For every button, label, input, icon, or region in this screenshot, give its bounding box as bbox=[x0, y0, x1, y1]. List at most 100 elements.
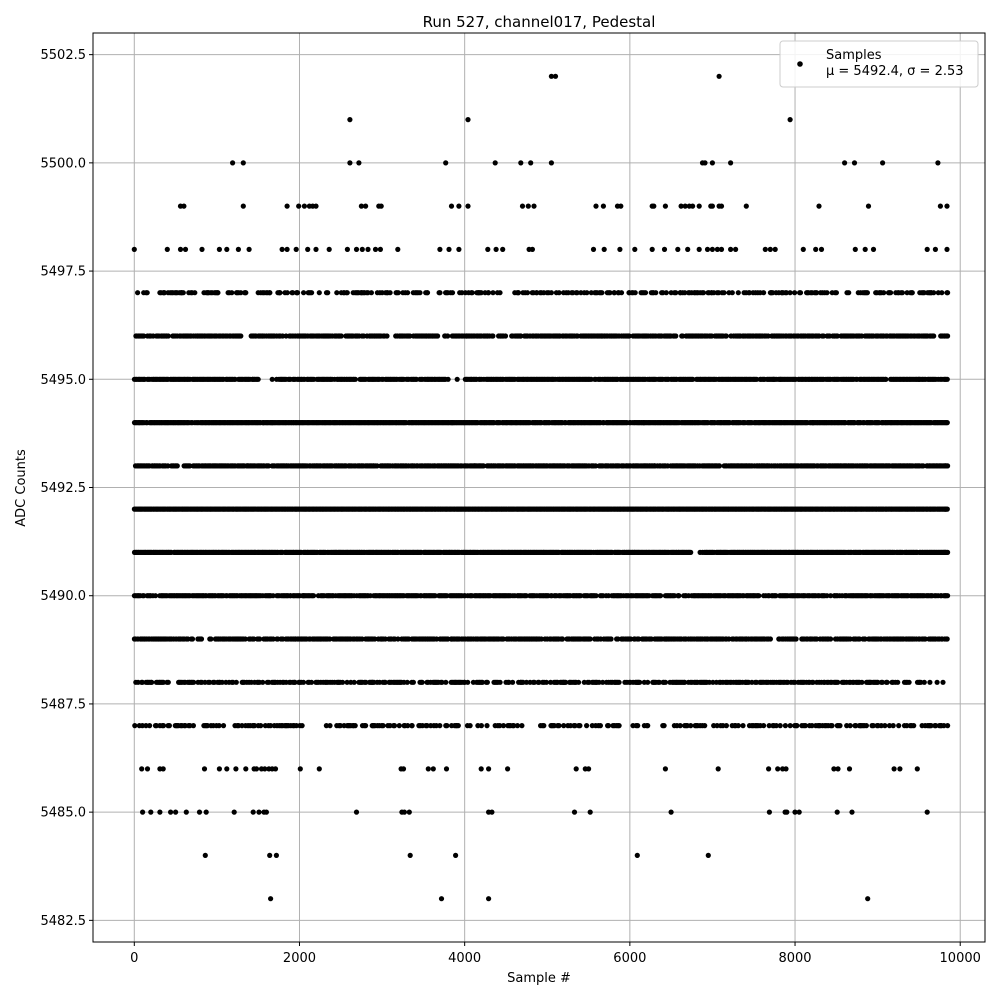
data-point bbox=[656, 679, 663, 685]
data-point bbox=[139, 679, 145, 685]
data-point bbox=[478, 723, 484, 729]
data-point bbox=[794, 723, 800, 729]
data-point bbox=[531, 679, 538, 685]
data-point bbox=[895, 679, 901, 685]
data-point bbox=[359, 636, 365, 642]
data-point bbox=[662, 679, 669, 685]
data-point bbox=[658, 593, 664, 599]
data-point bbox=[519, 723, 525, 729]
data-point bbox=[242, 636, 248, 642]
data-point bbox=[166, 723, 172, 729]
data-point bbox=[810, 679, 816, 685]
data-point bbox=[944, 376, 950, 382]
data-point bbox=[863, 723, 870, 729]
data-point bbox=[327, 723, 333, 729]
data-point bbox=[479, 679, 485, 685]
chart-title: Run 527, channel017, Pedestal bbox=[423, 13, 656, 31]
data-point bbox=[645, 679, 651, 685]
data-point bbox=[782, 723, 789, 729]
data-point bbox=[424, 723, 430, 729]
data-point bbox=[351, 679, 357, 685]
data-point bbox=[191, 679, 197, 685]
data-point bbox=[906, 679, 912, 685]
data-point bbox=[233, 679, 239, 685]
data-point bbox=[497, 723, 503, 729]
data-point bbox=[292, 679, 298, 685]
data-point bbox=[835, 679, 841, 685]
data-point bbox=[220, 723, 227, 729]
data-point bbox=[152, 593, 159, 599]
data-point bbox=[500, 723, 507, 729]
data-point bbox=[645, 723, 651, 729]
data-point bbox=[940, 679, 946, 685]
data-point bbox=[467, 723, 473, 729]
data-point bbox=[410, 679, 416, 685]
data-point bbox=[538, 636, 545, 642]
data-point bbox=[587, 636, 593, 642]
data-point bbox=[382, 636, 388, 642]
data-point bbox=[677, 723, 683, 729]
data-point bbox=[405, 723, 411, 729]
data-point bbox=[139, 723, 145, 729]
data-point bbox=[419, 679, 425, 685]
data-point bbox=[886, 723, 893, 729]
data-point bbox=[443, 679, 449, 685]
data-point bbox=[523, 679, 530, 685]
data-point bbox=[432, 593, 438, 599]
data-point bbox=[944, 636, 950, 642]
data-point bbox=[702, 723, 708, 729]
data-point bbox=[251, 636, 257, 642]
data-point bbox=[933, 723, 939, 729]
data-point bbox=[363, 679, 369, 685]
data-point bbox=[395, 636, 401, 642]
data-point bbox=[605, 723, 612, 729]
data-point bbox=[270, 636, 276, 642]
data-point bbox=[688, 549, 694, 556]
data-point bbox=[944, 420, 950, 426]
data-point bbox=[239, 723, 245, 729]
data-point bbox=[198, 636, 205, 642]
data-point bbox=[160, 679, 166, 685]
data-point bbox=[484, 679, 490, 685]
data-point bbox=[340, 679, 346, 685]
data-point bbox=[787, 723, 793, 729]
data-point bbox=[847, 723, 853, 729]
data-point bbox=[372, 636, 378, 642]
data-point bbox=[536, 679, 542, 685]
data-point bbox=[561, 723, 567, 729]
data-point bbox=[396, 723, 402, 729]
data-point bbox=[437, 723, 443, 729]
data-point bbox=[896, 723, 902, 729]
data-point bbox=[584, 723, 590, 729]
data-point bbox=[922, 636, 928, 642]
data-point bbox=[174, 463, 180, 469]
data-point bbox=[257, 636, 263, 642]
data-point bbox=[682, 679, 688, 685]
data-point bbox=[439, 679, 445, 685]
data-point bbox=[802, 723, 809, 729]
data-point bbox=[363, 723, 369, 729]
data-point bbox=[884, 679, 890, 685]
data-point bbox=[773, 723, 779, 729]
data-point bbox=[323, 723, 329, 729]
data-point bbox=[190, 723, 196, 729]
data-point bbox=[382, 679, 388, 685]
data-point bbox=[853, 723, 859, 729]
data-point bbox=[636, 636, 642, 642]
data-point bbox=[878, 723, 884, 729]
data-point bbox=[616, 723, 622, 729]
data-point bbox=[921, 679, 927, 685]
data-point bbox=[543, 679, 550, 685]
data-point bbox=[576, 679, 582, 685]
data-point bbox=[635, 723, 641, 729]
data-point bbox=[327, 636, 333, 642]
data-point bbox=[608, 636, 614, 642]
data-point bbox=[870, 723, 876, 729]
data-point bbox=[740, 723, 746, 729]
data-point bbox=[767, 636, 774, 642]
data-point bbox=[941, 723, 947, 729]
data-point bbox=[189, 636, 196, 642]
data-point bbox=[260, 679, 266, 685]
